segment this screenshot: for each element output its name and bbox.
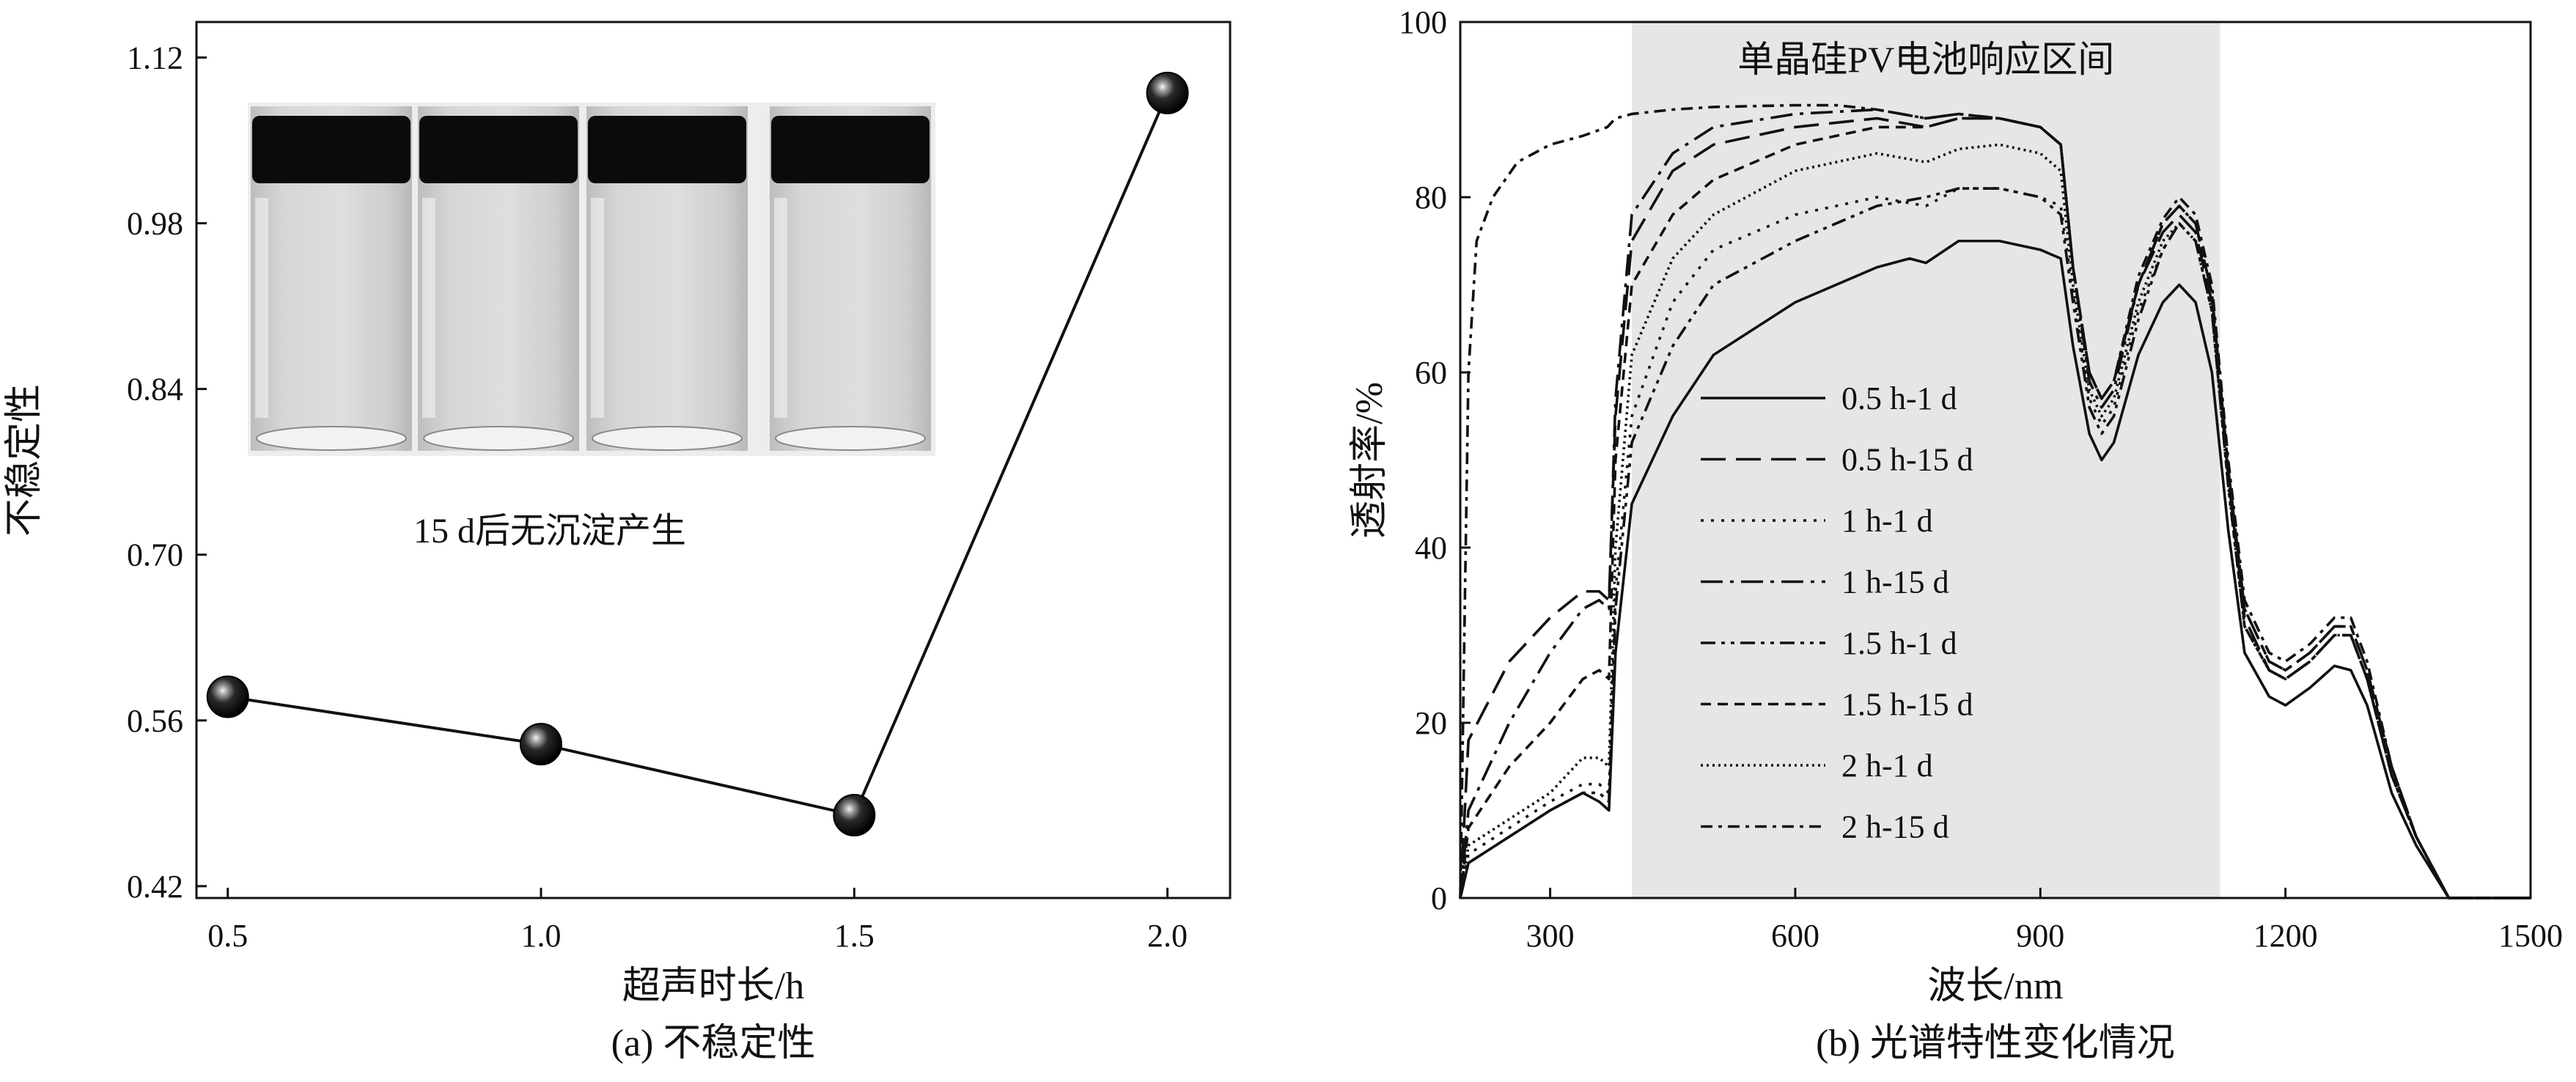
vial-cap bbox=[252, 116, 411, 183]
panel-a-series bbox=[206, 71, 1189, 836]
legend-entry: 0.5 h-15 d bbox=[1701, 442, 1973, 478]
vial bbox=[586, 106, 748, 451]
vial bbox=[770, 106, 931, 451]
panel-b-y-axis-title: 透射率/% bbox=[1349, 382, 1391, 539]
panel-b-axis-ticks: 300 600 900 1200 1500 0 20 40 60 80 100 bbox=[1399, 4, 2563, 954]
y-tick-label: 0.98 bbox=[127, 206, 183, 242]
y-tick-label: 0.56 bbox=[127, 703, 183, 739]
legend-entry: 1 h-15 d bbox=[1701, 564, 1949, 600]
legend-label: 1.5 h-15 d bbox=[1841, 687, 1973, 723]
x-tick-label: 2.0 bbox=[1147, 918, 1188, 954]
response-band-label: 单晶硅PV电池响应区间 bbox=[1737, 39, 2114, 80]
y-tick-label: 80 bbox=[1415, 180, 1447, 216]
x-tick-label: 1.0 bbox=[521, 918, 562, 954]
data-point bbox=[520, 723, 562, 766]
panel-a-y-axis-title: 不稳定性 bbox=[4, 384, 45, 537]
x-tick-label: 900 bbox=[2016, 918, 2064, 954]
data-point bbox=[206, 675, 249, 718]
legend: 0.5 h-1 d 0.5 h-15 d 1 h-1 d 1 h-15 d 1.5 h-… bbox=[1701, 380, 1973, 845]
x-tick-label: 600 bbox=[1771, 918, 1819, 954]
spectrum-line bbox=[1459, 143, 2531, 899]
x-tick-label: 1500 bbox=[2498, 918, 2563, 954]
vial-cap bbox=[588, 116, 746, 183]
legend-entry: 2 h-15 d bbox=[1701, 809, 1949, 845]
spectrum-line bbox=[1459, 108, 2531, 899]
vial bbox=[418, 106, 579, 451]
panel-a-instability-chart: 15 d后无沉淀产生 0.5 1.0 1.5 2.00.420.560.700.840… bbox=[4, 21, 1232, 1064]
panel-b-caption: (b) 光谱特性变化情况 bbox=[1816, 1023, 2175, 1064]
y-tick-label: 100 bbox=[1399, 4, 1447, 40]
spectrum-line bbox=[1459, 117, 2531, 899]
legend-entry: 2 h-1 d bbox=[1701, 748, 1933, 784]
vial bbox=[251, 106, 412, 451]
legend-label: 1 h-15 d bbox=[1841, 564, 1949, 600]
inset-vial-photos bbox=[248, 103, 935, 456]
x-tick-label: 300 bbox=[1526, 918, 1575, 954]
y-tick-label: 0.84 bbox=[127, 372, 183, 408]
y-tick-label: 1.12 bbox=[127, 40, 183, 76]
y-tick-label: 0.70 bbox=[127, 537, 183, 573]
panel-a-axis-ticks: 0.5 1.0 1.5 2.0 0.42 0.56 0.70 0.84 0.98 1.12 bbox=[127, 40, 1188, 954]
x-tick-label: 0.5 bbox=[207, 918, 248, 954]
panel-b-plot-frame bbox=[1459, 21, 2532, 899]
legend-entry: 1.5 h-15 d bbox=[1701, 687, 1973, 723]
data-point bbox=[1146, 71, 1189, 114]
vial-cap bbox=[771, 116, 930, 183]
legend-label: 0.5 h-1 d bbox=[1841, 380, 1957, 416]
x-tick-label: 1.5 bbox=[834, 918, 875, 954]
y-tick-label: 60 bbox=[1415, 355, 1447, 391]
legend-entry: 1 h-1 d bbox=[1701, 503, 1933, 539]
spectrum-line bbox=[1459, 187, 2531, 899]
legend-label: 2 h-15 d bbox=[1841, 809, 1949, 845]
y-tick-label: 40 bbox=[1415, 530, 1447, 566]
response-band-shading bbox=[1632, 22, 2220, 898]
panel-b-spectrum-chart: 单晶硅PV电池响应区间 300 600 900 1200 1500 0 20 40 60 80 10… bbox=[1349, 4, 2563, 1064]
panel-b-series bbox=[1459, 103, 2531, 899]
legend-label: 1 h-1 d bbox=[1841, 503, 1933, 539]
instability-line bbox=[227, 92, 1169, 817]
inset-caption: 15 d后无沉淀产生 bbox=[413, 512, 686, 551]
vial-cap bbox=[419, 116, 578, 183]
legend-entry: 1.5 h-1 d bbox=[1701, 625, 1957, 661]
panel-a-plot-frame bbox=[195, 21, 1232, 899]
y-tick-label: 0 bbox=[1431, 880, 1447, 916]
panel-a-caption: (a) 不稳定性 bbox=[611, 1023, 816, 1064]
legend-entry: 0.5 h-1 d bbox=[1701, 380, 1957, 416]
legend-label: 0.5 h-15 d bbox=[1841, 442, 1973, 478]
legend-label: 1.5 h-1 d bbox=[1841, 625, 1957, 661]
y-tick-label: 0.42 bbox=[127, 869, 183, 905]
panel-a-x-axis-title: 超声时长/h bbox=[622, 965, 804, 1007]
panel-b-x-axis-title: 波长/nm bbox=[1928, 965, 2064, 1007]
x-tick-label: 1200 bbox=[2253, 918, 2318, 954]
legend-label: 2 h-1 d bbox=[1841, 748, 1933, 784]
data-point bbox=[833, 793, 876, 836]
y-tick-label: 20 bbox=[1415, 705, 1447, 741]
